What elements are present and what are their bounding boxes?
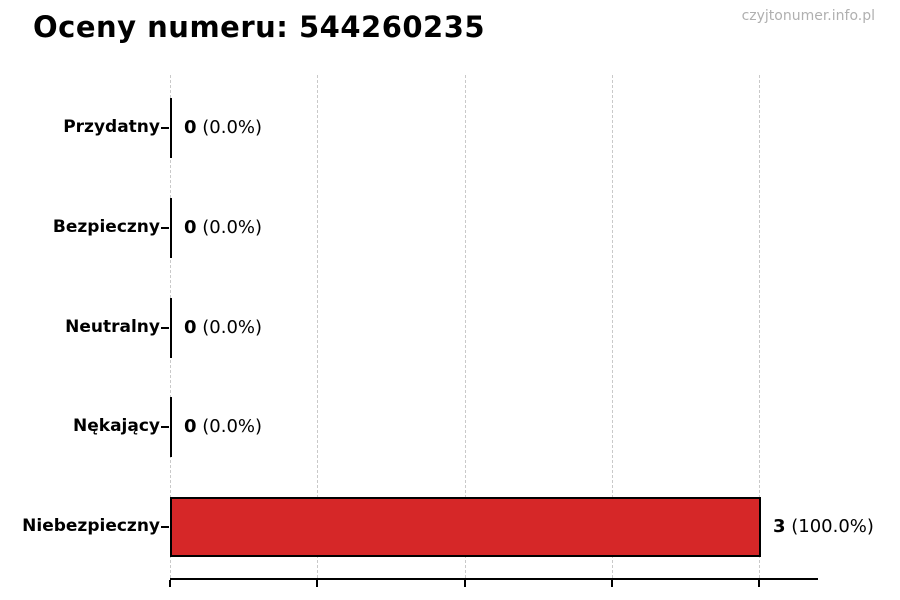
category-label: Nękający: [73, 416, 160, 436]
x-axis-line: [170, 578, 818, 580]
value-percent: (0.0%): [196, 317, 263, 338]
value-count: 0: [184, 317, 197, 338]
value-percent: (100.0%): [785, 516, 874, 537]
value-label: 0 (0.0%): [184, 117, 262, 139]
x-axis-tick: [316, 580, 318, 587]
x-axis-tick: [464, 580, 466, 587]
y-axis-tick: [161, 426, 169, 428]
x-axis-tick: [169, 580, 171, 587]
chart-title: Oceny numeru: 544260235: [33, 10, 486, 44]
x-axis-tick: [611, 580, 613, 587]
value-count: 0: [184, 416, 197, 437]
y-axis-tick: [161, 327, 169, 329]
value-count: 3: [773, 516, 786, 537]
gridline: [465, 75, 466, 578]
value-label: 0 (0.0%): [184, 317, 262, 339]
category-label: Neutralny: [65, 317, 160, 337]
category-label: Bezpieczny: [52, 217, 160, 237]
y-axis-tick: [161, 227, 169, 229]
x-axis-tick: [758, 580, 760, 587]
bar: [170, 497, 761, 557]
y-axis-tick: [161, 127, 169, 129]
value-percent: (0.0%): [196, 416, 263, 437]
gridline: [759, 75, 760, 578]
bar: [170, 98, 172, 158]
value-count: 0: [184, 217, 197, 238]
bar: [170, 397, 172, 457]
bar: [170, 198, 172, 258]
value-label: 0 (0.0%): [184, 217, 262, 239]
y-axis-tick: [161, 526, 169, 528]
category-label: Przydatny: [63, 117, 160, 137]
category-label: Niebezpieczny: [22, 516, 160, 536]
value-label: 3 (100.0%): [773, 516, 874, 538]
value-percent: (0.0%): [196, 217, 263, 238]
value-count: 0: [184, 117, 197, 138]
value-label: 0 (0.0%): [184, 416, 262, 438]
watermark: czyjtonumer.info.pl: [741, 8, 875, 24]
gridline: [612, 75, 613, 578]
bar: [170, 298, 172, 358]
value-percent: (0.0%): [196, 117, 263, 138]
gridline: [317, 75, 318, 578]
